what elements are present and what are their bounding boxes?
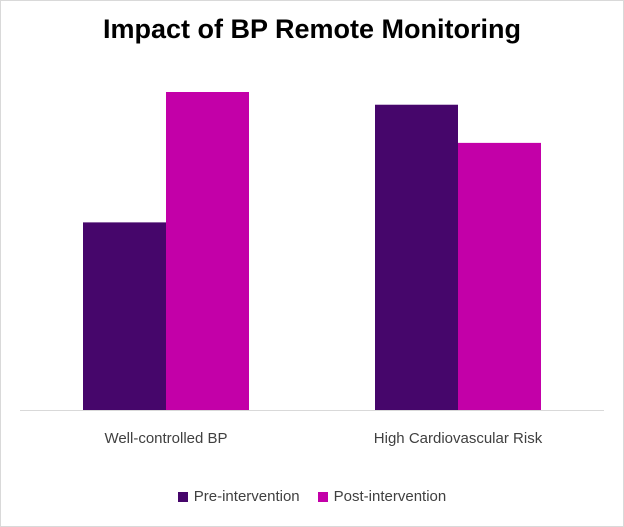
legend-item: Post-intervention	[317, 488, 447, 505]
bar-pre-intervention-well-controlled-bp	[83, 222, 166, 410]
bar-post-intervention-high-cardiovascular-risk	[458, 142, 541, 410]
x-tick-label: High Cardiovascular Risk	[374, 430, 543, 447]
legend-swatch	[317, 491, 328, 502]
chart-title: Impact of BP Remote Monitoring	[102, 14, 521, 44]
legend-label: Pre-intervention	[193, 488, 300, 505]
legend: Pre-intervention Post-intervention	[0, 488, 624, 506]
legend-swatch	[177, 491, 188, 502]
legend-item: Pre-intervention	[177, 488, 300, 505]
bar-pre-intervention-high-cardiovascular-risk	[375, 104, 458, 410]
bar-post-intervention-well-controlled-bp	[166, 92, 249, 410]
legend-label: Post-intervention	[333, 488, 447, 505]
x-tick-label: Well-controlled BP	[104, 430, 227, 447]
